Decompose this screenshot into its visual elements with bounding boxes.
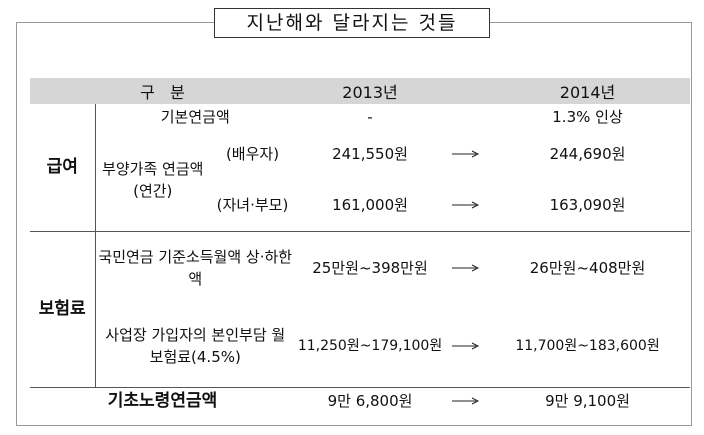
value-2013: 241,550원	[332, 145, 408, 163]
value-2013: 11,250원~179,100원	[297, 337, 443, 354]
arrow-cell	[445, 179, 485, 231]
header-cell	[445, 78, 486, 104]
sub-item: (배우자)	[225, 145, 280, 163]
arrow	[452, 342, 480, 350]
sub-item: (자녀·부모)	[216, 195, 289, 214]
value-2013: 9만 6,800원	[295, 386, 446, 414]
arrow	[452, 397, 480, 405]
item: 기본연금액	[160, 107, 230, 126]
header-cell: 2013년	[295, 78, 446, 104]
value-2014: 1.3% 인상	[552, 107, 623, 126]
item: 사업장 가입자의 본인부담 월 보험료(4.5%)	[105, 325, 286, 366]
item: 기초노령연금액	[30, 386, 296, 414]
arrow	[452, 201, 480, 209]
item: 부양가족 연금액(연간)	[102, 159, 204, 200]
header-cell: 구 분	[30, 78, 296, 104]
title: 지난해와 달라지는 것들	[214, 8, 490, 38]
header-cell: 2014년	[485, 78, 691, 104]
group-label: 급여	[30, 104, 96, 231]
arrow-cell	[445, 230, 486, 305]
row: 급여 기본연금액 - 1.3% 인상	[30, 104, 690, 231]
arrow	[452, 264, 480, 272]
value-2013: 25만원~398만원	[295, 230, 446, 305]
value-2014: 244,690원	[549, 145, 626, 163]
value-2013: 161,000원	[332, 195, 408, 214]
value-2014: 163,090원	[549, 195, 626, 214]
header-row: 구 분 2013년 2014년	[30, 78, 691, 104]
arrow-cell	[445, 305, 485, 387]
value-2013: -	[367, 107, 373, 126]
row: 사업장 가입자의 본인부담 월 보험료(4.5%) 11,250원~179,10…	[30, 305, 690, 387]
arrow-cell	[445, 386, 486, 414]
arrow	[452, 150, 480, 158]
value-2014: 9만 9,100원	[485, 386, 691, 414]
arrow-cell	[445, 129, 485, 179]
value-2014: 11,700원~183,600원	[515, 337, 660, 354]
group-label: 보험료	[30, 230, 96, 387]
value-2014: 26만원~408만원	[485, 230, 691, 305]
table: 구 분 2013년 2014년 급여 기본연금액 - 1.3% 인상 부양가족 …	[30, 78, 691, 414]
row: 부양가족 연금액(연간) (배우자) 241,550원 244,690원	[30, 129, 690, 200]
row: (자녀·부모) 161,000원 163,090원	[30, 179, 690, 231]
row: 보험료 국민연금 기준소득월액 상·하한액 25만원~398만원 26만원~40…	[30, 230, 691, 387]
item: 국민연금 기준소득월액 상·하한액	[95, 230, 296, 305]
arrow-cell	[445, 104, 485, 129]
row: 기초노령연금액 9만 6,800원 9만 9,100원	[30, 386, 691, 414]
